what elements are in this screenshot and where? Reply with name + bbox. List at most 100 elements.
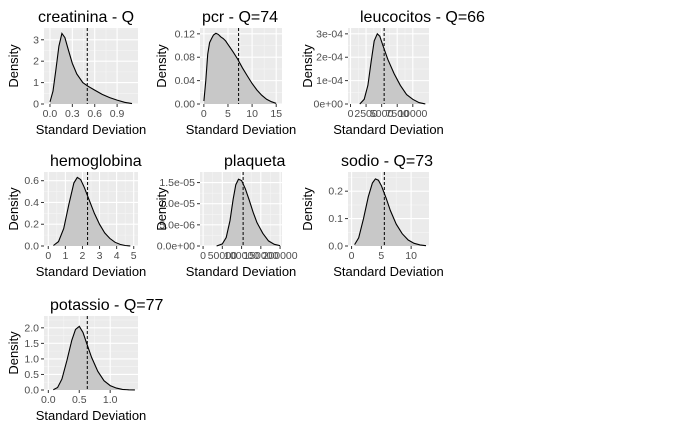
y-tick-label: 3 — [33, 34, 39, 46]
panel-title: potassio - Q=77 — [50, 297, 164, 314]
density-panel: 0 5 10 15 0.00 0.04 0.08 0.12 Standard Deviation… — [154, 9, 296, 137]
x-tick-label: 4 — [114, 250, 120, 262]
x-tick-label: 0.0 — [43, 108, 58, 120]
density-area — [53, 326, 135, 390]
x-tick-label: 1 — [62, 250, 68, 262]
density-panel: 0 1 2 3 4 5 0.0 0.2 0.4 0.6 Standard Deviation Dens… — [6, 153, 146, 279]
density-area — [50, 33, 132, 104]
x-axis-label: Standard Deviation — [333, 264, 444, 279]
y-tick-label: 0.04 — [175, 75, 196, 87]
x-tick-label: 200000 — [263, 250, 298, 262]
y-tick-label: 5.0e-06 — [159, 219, 195, 231]
panel-title: sodio - Q=73 — [341, 153, 433, 170]
x-tick-label: 5 — [225, 108, 231, 120]
x-tick-label: 10 — [405, 250, 417, 262]
y-tick-label: 2e-04 — [316, 52, 343, 64]
x-tick-label: 5 — [131, 250, 137, 262]
y-tick-label: 0.0e+00 — [157, 241, 195, 253]
density-panel: 0 5 10 0.0 0.1 0.2 Standard Deviation Density so… — [300, 153, 444, 279]
panel-title: hemoglobina — [50, 153, 142, 170]
panel-title: leucocitos - Q=66 — [360, 9, 485, 26]
x-tick-label: 150000 — [243, 250, 278, 262]
y-axis-label: Density — [6, 331, 21, 375]
x-tick-label: 0.5 — [72, 394, 87, 406]
y-tick-label: 0 — [33, 99, 39, 111]
y-tick-label: 2.0 — [24, 322, 39, 334]
x-tick-label: 2 — [80, 250, 86, 262]
density-area — [216, 179, 281, 246]
y-tick-label: 1.5e-05 — [159, 177, 195, 189]
y-tick-label: 0.6 — [24, 175, 39, 187]
x-axis-label: Standard Deviation — [36, 122, 147, 137]
density-line — [49, 32, 133, 105]
density-panel: 0.0 0.5 1.0 0.0 0.5 1.0 1.5 2.0 Standard Deviati… — [6, 297, 164, 423]
x-axis-label: Standard Deviation — [36, 408, 147, 423]
y-tick-label: 0.0 — [24, 241, 39, 253]
y-tick-label: 0.1 — [328, 213, 343, 225]
y-tick-label: 0.2 — [24, 219, 39, 231]
density-panel: 0.0 0.3 0.6 0.9 0 1 2 3 Standard Deviation Densit… — [6, 9, 146, 137]
y-axis-label: Density — [154, 44, 169, 88]
y-tick-label: 0.4 — [24, 197, 39, 209]
x-axis-label: Standard Deviation — [333, 122, 444, 137]
y-tick-label: 3e-04 — [316, 28, 343, 40]
panel-title: creatinina - Q — [38, 9, 134, 26]
x-tick-label: 0 — [201, 108, 207, 120]
y-axis-label: Density — [6, 187, 21, 231]
panel-title: pcr - Q=74 — [202, 9, 278, 26]
y-axis-label: Density — [154, 187, 169, 231]
x-axis-label: Standard Deviation — [36, 264, 147, 279]
x-axis-label: Standard Deviation — [186, 264, 297, 279]
x-tick-label: 10000 — [398, 108, 427, 120]
density-area — [203, 33, 277, 104]
x-tick-label: 3 — [97, 250, 103, 262]
x-tick-label: 2500 — [354, 108, 378, 120]
y-tick-label: 1.5 — [24, 338, 39, 350]
y-tick-label: 0e+00 — [314, 99, 344, 111]
x-tick-label: 0.0 — [41, 394, 56, 406]
x-tick-label: 0 — [200, 250, 206, 262]
y-tick-label: 0.0 — [328, 241, 343, 253]
x-tick-label: 7500 — [386, 108, 410, 120]
x-tick-label: 0 — [348, 108, 354, 120]
x-tick-label: 5000 — [370, 108, 394, 120]
y-tick-label: 1 — [33, 77, 39, 89]
x-tick-label: 15 — [270, 108, 282, 120]
x-tick-label: 0.3 — [65, 108, 80, 120]
y-axis-label: Density — [300, 44, 315, 88]
density-area — [359, 33, 426, 104]
y-axis-label: Density — [300, 187, 315, 231]
y-tick-label: 0.0 — [24, 385, 39, 397]
x-tick-label: 10 — [246, 108, 258, 120]
density-line — [53, 176, 131, 247]
y-tick-label: 0.00 — [175, 99, 196, 111]
y-axis-label: Density — [6, 44, 21, 88]
x-tick-label: 5 — [378, 250, 384, 262]
x-axis-label: Standard Deviation — [186, 122, 297, 137]
y-tick-label: 2 — [33, 56, 39, 68]
density-area — [354, 178, 426, 246]
y-tick-label: 1.0e-05 — [159, 198, 195, 210]
density-line — [53, 325, 135, 391]
y-tick-label: 1.0 — [24, 353, 39, 365]
x-tick-label: 50000 — [208, 250, 237, 262]
x-tick-label: 0 — [45, 250, 51, 262]
y-tick-label: 0.12 — [175, 28, 196, 40]
y-tick-label: 0.08 — [175, 52, 196, 64]
density-line — [359, 32, 426, 105]
density-line — [354, 178, 427, 247]
y-tick-label: 0.5 — [24, 369, 39, 381]
density-area — [53, 177, 131, 246]
x-tick-label: 1.0 — [103, 394, 118, 406]
x-tick-label: 0.6 — [87, 108, 102, 120]
panel-title: plaqueta — [224, 153, 285, 170]
y-tick-label: 1e-04 — [316, 75, 343, 87]
x-tick-label: 0 — [349, 250, 355, 262]
x-tick-label: 100000 — [224, 250, 259, 262]
x-tick-label: 0.9 — [110, 108, 125, 120]
y-tick-label: 0.2 — [328, 186, 343, 198]
density-line — [203, 32, 277, 104]
